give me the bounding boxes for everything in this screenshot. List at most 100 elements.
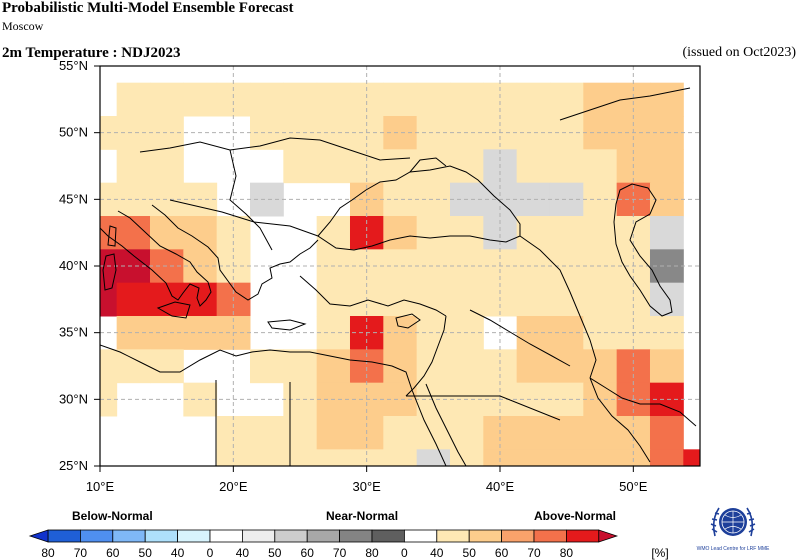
legend-unit: [%] xyxy=(651,546,668,560)
country-border-d xyxy=(519,235,597,379)
grid-cell xyxy=(100,282,118,317)
grid-cell xyxy=(516,349,551,384)
levant-coast xyxy=(405,315,447,397)
grid-cell xyxy=(649,449,684,466)
legend-near-normal: Near-Normal xyxy=(326,509,399,523)
legend-box xyxy=(566,529,600,543)
legend-tick-label: 40 xyxy=(236,546,250,560)
grid-cell xyxy=(449,149,484,184)
grid-cell xyxy=(416,282,451,317)
grid-cell xyxy=(100,216,118,250)
lat-label: 35°N xyxy=(59,325,88,340)
legend-tick-label: 60 xyxy=(106,546,120,560)
legend-box xyxy=(403,529,438,543)
legend-right-arrow xyxy=(598,529,619,543)
grid-cell xyxy=(416,449,451,466)
grid-cell xyxy=(549,82,584,117)
grid-cell xyxy=(383,349,418,384)
grid-cell xyxy=(316,149,351,184)
grid-cell xyxy=(100,349,118,384)
legend-tick-label: 70 xyxy=(74,546,88,560)
grid-cell xyxy=(283,449,318,466)
sicily-outline xyxy=(156,301,191,319)
legend-tick-label: 70 xyxy=(527,546,541,560)
grid-cell xyxy=(516,282,551,317)
grid-cell xyxy=(316,216,351,250)
grid-cell xyxy=(649,282,684,317)
legend-box xyxy=(80,529,114,543)
grid-cell xyxy=(416,82,451,117)
grid-cell xyxy=(283,349,318,384)
grid-cell xyxy=(183,282,218,317)
grid-cell xyxy=(516,216,551,250)
grid-cell xyxy=(583,82,618,117)
grid-cell xyxy=(249,349,284,384)
legend-tick-label: 0 xyxy=(401,546,408,560)
grid-cell xyxy=(383,416,418,450)
grid-cell xyxy=(349,449,384,466)
anatolia-south-coast xyxy=(299,275,447,317)
legend-tick-label: 50 xyxy=(139,546,153,560)
grid-cell xyxy=(149,216,184,250)
grid-cell xyxy=(383,282,418,317)
map-gridlines xyxy=(100,66,700,466)
grid-cell xyxy=(383,82,418,117)
variable-label: 2m Temperature : NDJ2023 xyxy=(2,45,181,61)
grid-cell xyxy=(383,449,418,466)
legend-box xyxy=(533,529,567,543)
coastlines-borders xyxy=(100,87,697,466)
grid-cell xyxy=(316,416,351,450)
lat-label: 55°N xyxy=(59,58,88,73)
grid-cell xyxy=(316,349,351,384)
grid-cell xyxy=(449,416,484,450)
grid-cell xyxy=(516,416,551,450)
legend-box xyxy=(177,529,211,543)
probability-cells xyxy=(100,82,700,466)
legend-box xyxy=(144,529,178,543)
lat-label: 25°N xyxy=(59,458,88,473)
legend-tick-label: 60 xyxy=(301,546,315,560)
legend-tick-label: 80 xyxy=(365,546,379,560)
grid-cell xyxy=(483,449,518,466)
grid-cell xyxy=(116,82,151,117)
legend-box xyxy=(436,529,470,543)
grid-cell xyxy=(516,82,551,117)
crimea-outline xyxy=(409,157,447,173)
grid-cell xyxy=(649,416,684,450)
grid-cell xyxy=(583,149,618,184)
legend-box xyxy=(112,529,146,543)
grid-cell xyxy=(249,416,284,450)
country-border-a xyxy=(139,137,411,161)
lon-label: 50°E xyxy=(619,479,648,494)
grid-cell xyxy=(549,349,584,384)
legend-tick-label: 40 xyxy=(171,546,185,560)
legend-tick-label: 60 xyxy=(495,546,509,560)
grid-cell xyxy=(183,82,218,117)
black-sea-outline xyxy=(317,165,521,251)
grid-cell xyxy=(583,416,618,450)
grid-cell xyxy=(649,349,684,384)
lon-label: 40°E xyxy=(486,479,515,494)
issued-date: (issued on Oct2023) xyxy=(682,45,796,60)
legend-box xyxy=(371,529,405,543)
lat-label: 50°N xyxy=(59,125,88,140)
grid-cell xyxy=(649,82,684,117)
legend-below-normal: Below-Normal xyxy=(72,509,153,523)
lat-label: 45°N xyxy=(59,191,88,206)
grid-cell xyxy=(549,282,584,317)
grid-cell xyxy=(549,149,584,184)
grid-cell xyxy=(583,349,618,384)
legend-box xyxy=(241,529,276,543)
grid-cell xyxy=(416,416,451,450)
map-axes: 10°E 20°E 30°E 40°E 50°E 25°N 30°N 35°N 40°N 45°N… xyxy=(59,58,648,494)
grid-cell xyxy=(116,149,151,184)
grid-cell xyxy=(583,216,618,250)
legend-box xyxy=(339,529,373,543)
grid-cell xyxy=(516,449,551,466)
legend-tick-label: 80 xyxy=(560,546,574,560)
grid-cell xyxy=(649,149,684,184)
legend-tick-label: 50 xyxy=(268,546,282,560)
lon-label: 10°E xyxy=(86,479,115,494)
legend-left-arrow xyxy=(28,529,49,543)
